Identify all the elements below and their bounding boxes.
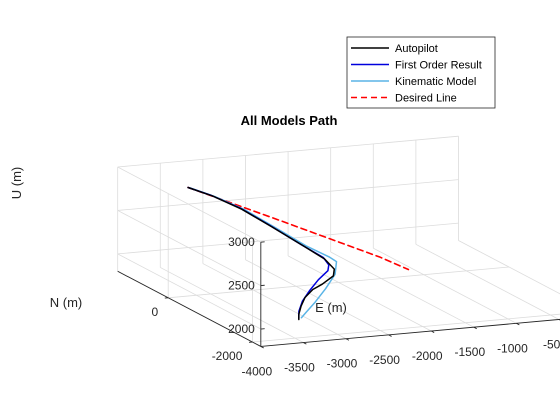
floor-grid-line [373,247,517,324]
x-tick-labels: -4000-3500-3000-2500-2000-1500-1000-5000 [241,337,560,378]
floor-grid-line [415,243,560,320]
legend-label: First Order Result [395,60,482,72]
x-tick-mark [473,326,477,330]
x-tick-mark [516,322,520,326]
floor-grid-line [330,251,475,328]
y-tick-label: -2000 [212,349,243,363]
x-axis-label: E (m) [315,300,347,315]
floor-grid-line [287,255,432,332]
side-wall-grid-line [117,166,262,243]
grid [117,135,560,347]
x-tick-label: -1000 [497,341,528,355]
y-tick-label: 0 [152,305,159,319]
back-wall-grid-line [117,179,459,211]
x-tick-label: -3000 [327,357,358,371]
y-tick-labels: -2000 0 [152,305,243,363]
x-tick-label: -2500 [369,353,400,367]
floor-grid-line [252,313,560,343]
x-tick-mark [345,338,350,341]
axes [117,241,560,349]
z-tick-labels: 2000 2500 3000 [228,235,255,336]
z-tick-label: 3000 [228,235,255,249]
x-tick-mark [431,330,435,333]
legend-label: Autopilot [395,43,438,55]
x-tick-label: -4000 [241,364,272,378]
y-axis-line [117,270,262,347]
floor-grid-line [168,266,510,299]
legend: Autopilot First Order Result Kinematic Mod… [346,36,496,109]
plot-lines [187,186,410,321]
z-tick-label: 2500 [228,279,255,293]
side-wall-grid-line [117,210,262,286]
back-wall-grid-line [117,135,459,168]
floor-grid-line [245,259,389,336]
legend-box [346,36,496,109]
x-tick-mark [303,342,307,345]
legend-label: Desired Line [395,93,457,105]
series-line-desired-line [187,186,410,271]
x-tick-label: -500 [543,337,560,351]
x-tick-mark [388,334,392,337]
y-axis-label: N (m) [50,295,83,310]
z-tick-label: 2000 [228,322,255,336]
x-tick-label: -1500 [454,345,485,359]
floor-grid-line [458,240,560,295]
side-wall-grid-line [117,253,262,330]
legend-label: Kinematic Model [395,76,476,88]
z-axis-label: U (m) [9,167,24,200]
x-tick-label: -2000 [412,349,443,363]
series-line-autopilot [187,186,336,321]
floor-grid-line [202,263,347,340]
chart-title: All Models Path [241,113,338,128]
series-line-first-order-result [187,186,330,320]
x-tick-label: -3500 [284,361,315,375]
back-wall-grid-line [117,222,459,255]
floor-grid-line [160,267,304,343]
x-tick-mark [260,346,264,349]
